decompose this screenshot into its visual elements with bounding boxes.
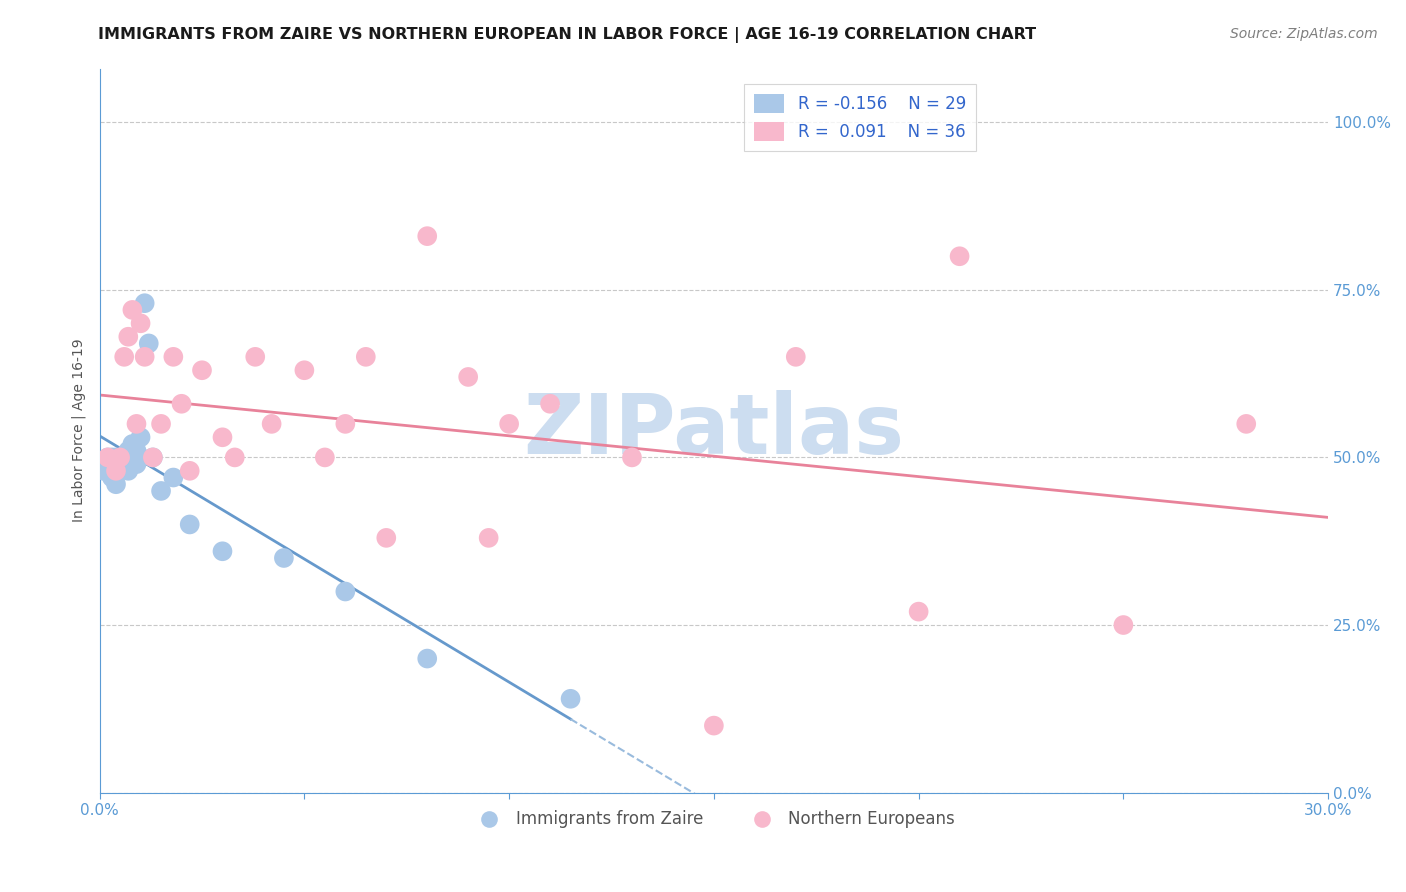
Point <box>142 450 165 465</box>
Point <box>245 350 267 364</box>
Point <box>129 316 152 330</box>
Point <box>105 464 128 478</box>
Point <box>134 296 156 310</box>
Point <box>150 417 173 431</box>
Point <box>108 450 131 465</box>
Point <box>112 450 135 465</box>
Point <box>375 531 398 545</box>
Point <box>108 450 131 465</box>
Point <box>416 651 439 665</box>
Text: IMMIGRANTS FROM ZAIRE VS NORTHERN EUROPEAN IN LABOR FORCE | AGE 16-19 CORRELATIO: IMMIGRANTS FROM ZAIRE VS NORTHERN EUROPE… <box>98 27 1036 43</box>
Point <box>292 363 315 377</box>
Point <box>142 450 165 465</box>
Point <box>224 450 246 465</box>
Point <box>273 551 295 566</box>
Point <box>785 350 807 364</box>
Point <box>117 329 139 343</box>
Point <box>125 417 148 431</box>
Point <box>101 450 124 465</box>
Point <box>354 350 377 364</box>
Point <box>211 544 233 558</box>
Point <box>121 437 143 451</box>
Point <box>93 464 115 478</box>
Point <box>162 350 184 364</box>
Point <box>125 457 148 471</box>
Point <box>108 464 131 478</box>
Legend: Immigrants from Zaire, Northern Europeans: Immigrants from Zaire, Northern European… <box>465 804 962 835</box>
Point <box>179 517 201 532</box>
Point <box>260 417 283 431</box>
Point <box>121 302 143 317</box>
Point <box>1234 417 1257 431</box>
Point <box>335 584 357 599</box>
Point <box>703 718 725 732</box>
Point <box>125 443 148 458</box>
Text: Source: ZipAtlas.com: Source: ZipAtlas.com <box>1230 27 1378 41</box>
Point <box>1112 618 1135 632</box>
Point <box>478 531 501 545</box>
Point <box>498 417 520 431</box>
Point <box>191 363 214 377</box>
Point <box>538 397 561 411</box>
Point <box>129 450 152 465</box>
Point <box>105 477 128 491</box>
Point <box>97 450 120 465</box>
Point <box>416 229 439 244</box>
Y-axis label: In Labor Force | Age 16-19: In Labor Force | Age 16-19 <box>72 339 86 523</box>
Point <box>948 249 970 263</box>
Point <box>117 464 139 478</box>
Point <box>97 450 120 465</box>
Point <box>138 336 160 351</box>
Point <box>560 691 582 706</box>
Point <box>150 483 173 498</box>
Point <box>907 605 929 619</box>
Point <box>101 470 124 484</box>
Point <box>117 443 139 458</box>
Point <box>112 457 135 471</box>
Point <box>121 450 143 465</box>
Point <box>179 464 201 478</box>
Point <box>457 370 479 384</box>
Point <box>129 430 152 444</box>
Point <box>211 430 233 444</box>
Point <box>134 350 156 364</box>
Point <box>314 450 336 465</box>
Point <box>162 470 184 484</box>
Point <box>105 450 128 465</box>
Point <box>335 417 357 431</box>
Point <box>620 450 643 465</box>
Point <box>170 397 193 411</box>
Text: ZIPatlas: ZIPatlas <box>523 390 904 471</box>
Point <box>112 350 135 364</box>
